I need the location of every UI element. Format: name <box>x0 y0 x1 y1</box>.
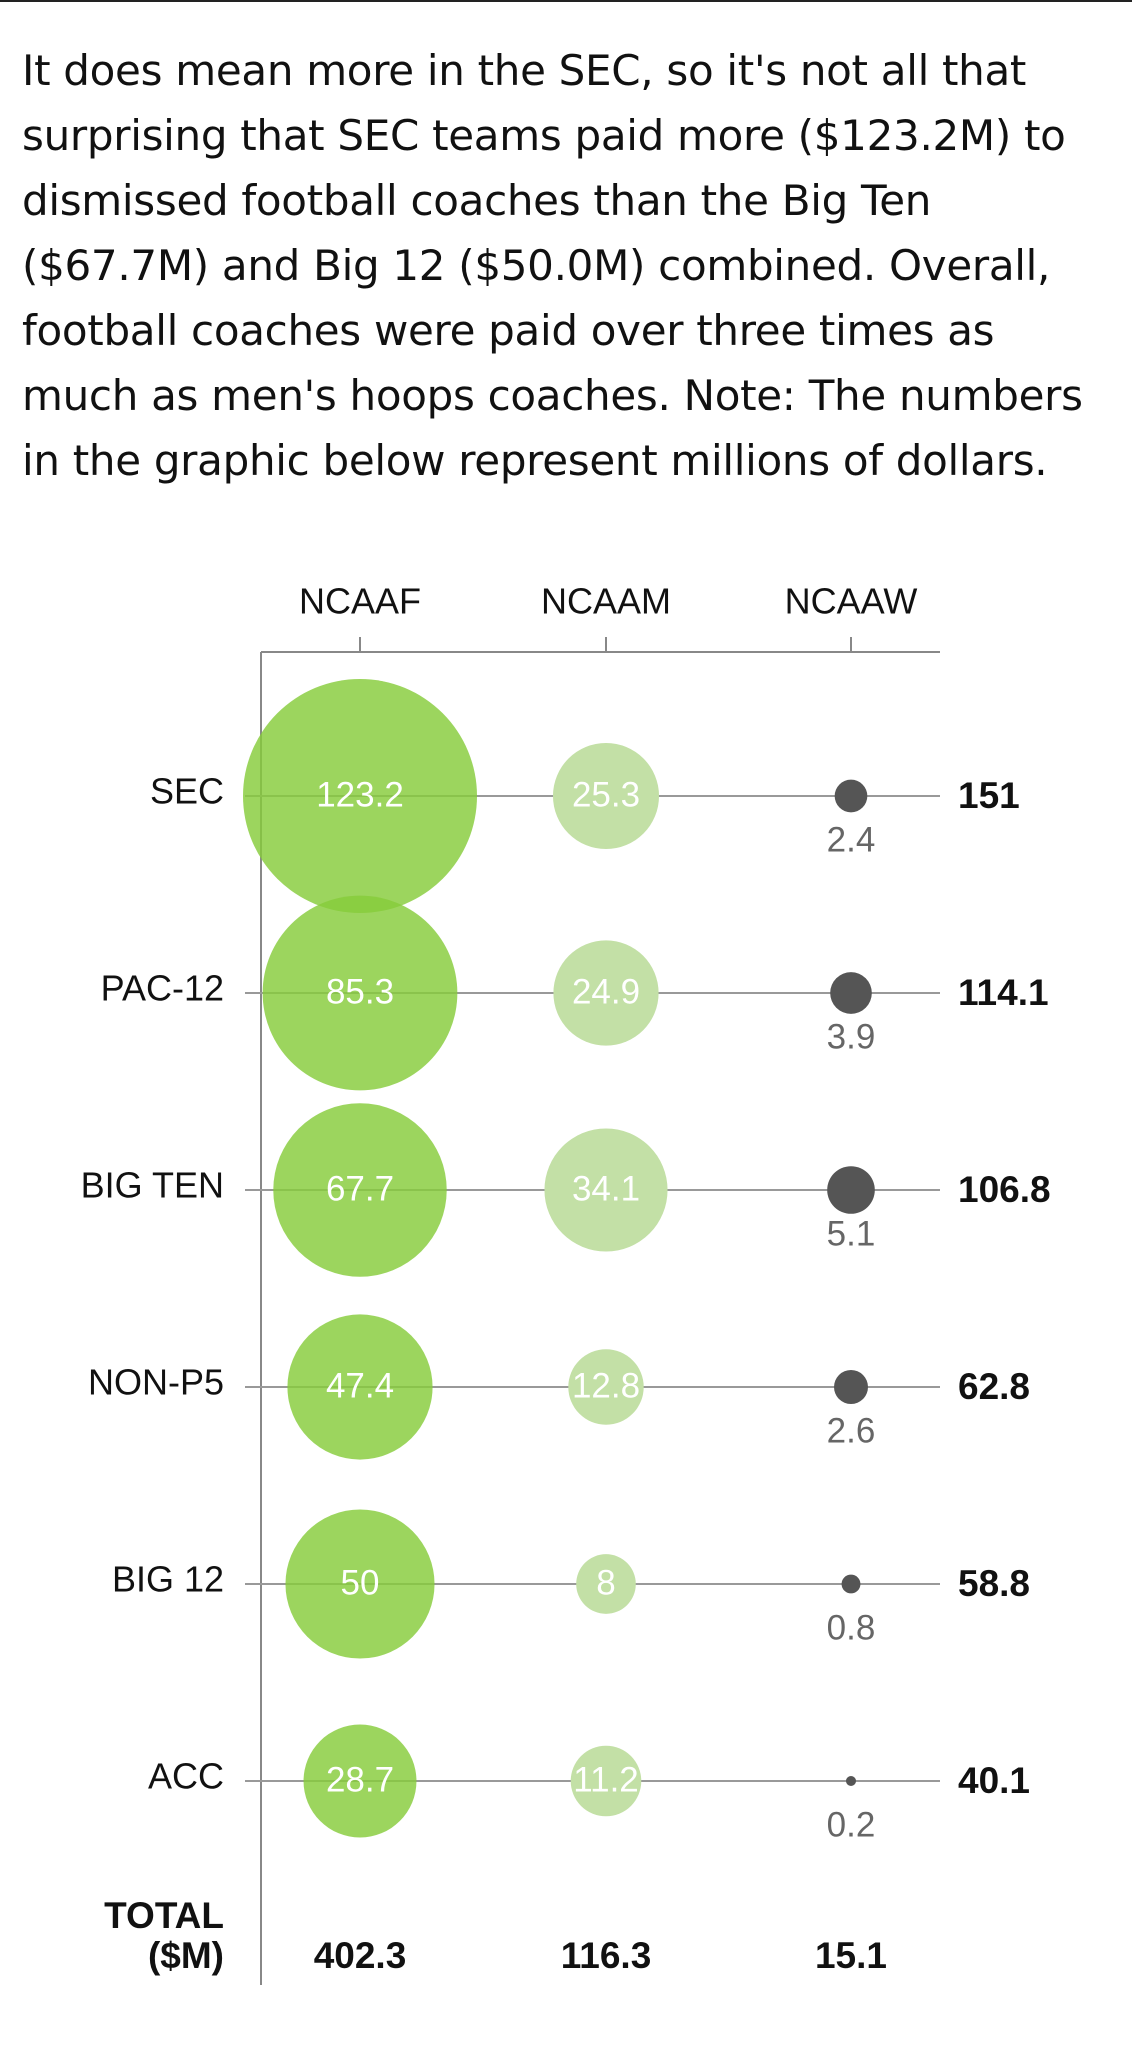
ncaaw-value-label: 2.6 <box>827 1411 876 1450</box>
ncaam-bubble <box>576 1554 636 1614</box>
ncaaw-value-label: 5.1 <box>827 1214 876 1253</box>
ncaaw-bubble <box>846 1776 856 1786</box>
ncaaw-value-label: 0.8 <box>827 1608 876 1647</box>
ncaam-value-label: 34.1 <box>572 1169 640 1208</box>
row-total: 58.8 <box>958 1563 1030 1604</box>
row-label: NON-P5 <box>88 1362 224 1403</box>
ncaaf-value-label: 123.2 <box>316 775 404 814</box>
ncaaf-bubble <box>273 1103 447 1277</box>
ncaam-bubble <box>568 1349 644 1425</box>
ncaam-bubble <box>544 1128 668 1252</box>
row-label: PAC-12 <box>101 968 224 1009</box>
row-total: 106.8 <box>958 1169 1051 1210</box>
row-total: 62.8 <box>958 1366 1030 1407</box>
ncaaw-value-label: 3.9 <box>827 1017 876 1056</box>
ncaam-value-label: 24.9 <box>572 972 640 1011</box>
bubble-chart: NCAAF NCAAM NCAAW SEC 151 PAC-12 114.1 BIG TEN 1… <box>81 581 1051 1985</box>
ncaaw-value-label: 0.2 <box>827 1805 876 1844</box>
ncaaw-bubble <box>834 779 868 813</box>
row-total: 40.1 <box>958 1760 1030 1801</box>
column-label: NCAAF <box>299 581 421 622</box>
ncaaf-bubble <box>243 679 477 913</box>
ncaaw-bubble <box>827 1166 875 1214</box>
row-total: 114.1 <box>958 972 1049 1013</box>
ncaaf-value-label: 67.7 <box>326 1169 394 1208</box>
ncaam-bubble <box>570 1745 642 1817</box>
ncaaf-bubble <box>303 1724 417 1838</box>
ncaaf-bubble <box>262 895 458 1091</box>
top-rule <box>0 0 1132 2</box>
row-label: SEC <box>150 771 224 812</box>
ncaaf-value-label: 85.3 <box>326 972 394 1011</box>
ncaaw-bubble <box>830 972 872 1014</box>
totals-label: TOTAL <box>104 1895 224 1936</box>
ncaaf-bubble <box>285 1509 435 1659</box>
totals-unit-label: ($M) <box>148 1935 224 1976</box>
ncaaf-bubble <box>287 1314 433 1460</box>
ncaam-value-label: 8 <box>596 1563 615 1602</box>
ncaam-value-label: 12.8 <box>572 1366 640 1405</box>
column-total: 15.1 <box>815 1935 887 1976</box>
intro-text: It does mean more in the SEC, so it's no… <box>22 46 1083 485</box>
row-label: BIG 12 <box>112 1559 224 1600</box>
row-label: BIG TEN <box>81 1165 224 1206</box>
column-label: NCAAW <box>785 581 918 622</box>
column-total: 402.3 <box>314 1935 407 1976</box>
ncaam-bubble <box>552 742 660 850</box>
ncaam-bubble <box>553 940 659 1046</box>
column-total: 116.3 <box>561 1935 652 1976</box>
ncaam-value-label: 11.2 <box>573 1760 639 1799</box>
ncaaw-bubble <box>841 1574 861 1594</box>
row-label: ACC <box>148 1756 224 1797</box>
ncaaf-value-label: 28.7 <box>326 1760 394 1799</box>
ncaaw-bubble <box>834 1370 868 1404</box>
column-label: NCAAM <box>541 581 671 622</box>
ncaaw-value-label: 2.4 <box>827 820 876 859</box>
ncaam-value-label: 25.3 <box>572 775 640 814</box>
ncaaf-value-label: 50 <box>341 1563 380 1602</box>
row-total: 151 <box>958 775 1020 816</box>
ncaaf-value-label: 47.4 <box>326 1366 394 1405</box>
